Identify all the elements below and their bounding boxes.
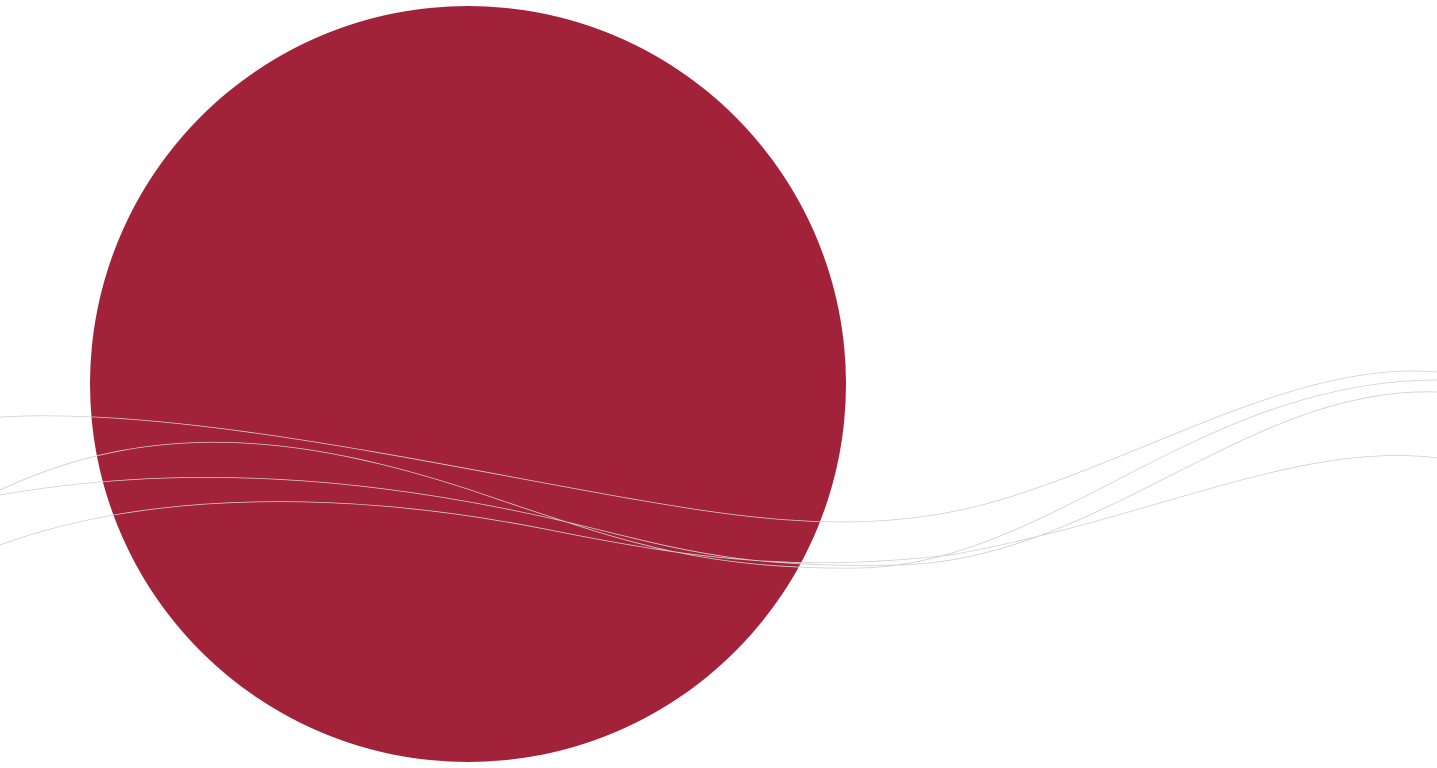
wave-line [0, 379, 1437, 569]
wave-line [0, 370, 1437, 523]
red-circle [90, 6, 846, 762]
wave-line [0, 455, 1437, 564]
wave-line [0, 391, 1437, 566]
